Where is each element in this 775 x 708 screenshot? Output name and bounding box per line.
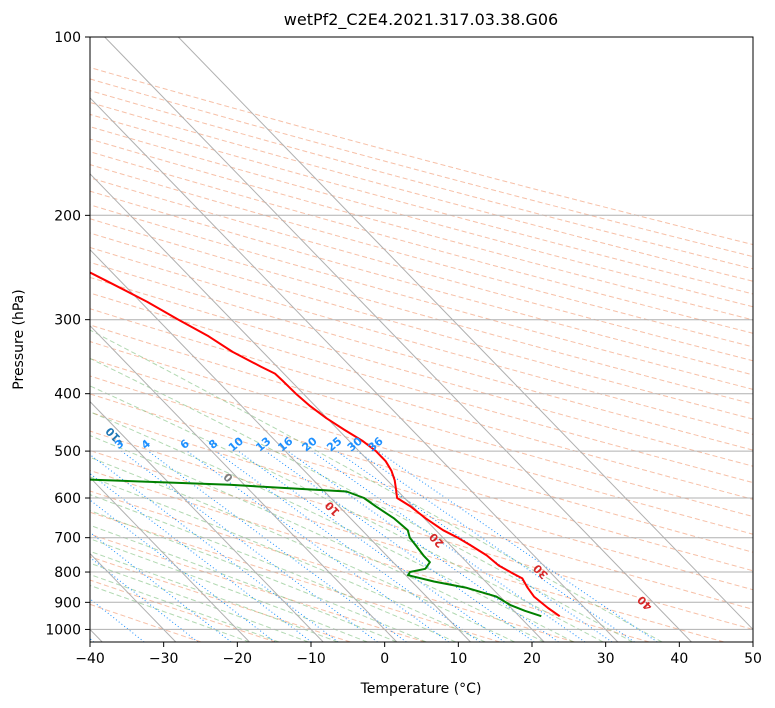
moist-adiabat-line <box>90 550 339 642</box>
y-tick-label: 800 <box>54 565 81 581</box>
y-tick-label: 400 <box>54 387 81 403</box>
dewpoint-profile <box>90 478 542 618</box>
mixing-ratio-line <box>90 454 339 642</box>
isotherm-line <box>90 97 619 642</box>
y-tick-label: 500 <box>54 444 81 460</box>
isotherm-line <box>90 324 398 642</box>
dry-adiabat-line <box>90 393 753 591</box>
moist-adiabat-line <box>90 357 633 642</box>
x-tick-label: 10 <box>449 651 467 667</box>
x-tick-label: −20 <box>223 651 253 667</box>
chart-title: wetPf2_C2E4.2021.317.03.38.G06 <box>284 10 558 30</box>
mixing-ratio-line <box>377 450 658 642</box>
isotherm-line <box>177 37 753 631</box>
moist-adiabat-line <box>90 494 456 642</box>
dry-adiabat-line <box>90 469 650 642</box>
dry-adiabat-line <box>90 556 351 642</box>
mixing-ratio-line <box>90 473 312 642</box>
temperature-profile <box>90 271 561 618</box>
mixing-ratio-line <box>215 450 480 642</box>
mixing-ratio-line <box>90 499 276 642</box>
moist-adiabat-line <box>90 385 604 642</box>
moist-adiabat-line <box>90 524 397 642</box>
moist-adiabats <box>90 329 663 642</box>
y-tick-label: 700 <box>54 531 81 547</box>
plot-frame <box>89 36 754 643</box>
x-tick-label: 0 <box>380 651 389 667</box>
sounding-profiles <box>90 271 561 618</box>
plot-area: -100-90-80-70-60-50-40-30-20-10010203040… <box>90 37 753 642</box>
isotherm-line <box>90 248 471 642</box>
moist-adiabat-line <box>90 562 309 642</box>
dry-adiabat-line <box>90 490 575 642</box>
isobar-grid <box>90 37 753 630</box>
mixing-ratio-line <box>336 450 613 642</box>
y-tick-label: 1000 <box>45 622 81 638</box>
x-tick-label: −10 <box>296 651 326 667</box>
moist-adiabat-line <box>90 476 486 642</box>
isotherm-grid <box>90 37 753 642</box>
mixing-ratio-line <box>147 450 407 642</box>
x-axis: −40 −30 −20 −10 0 10 20 30 40 50 <box>75 642 762 667</box>
y-tick-label: 300 <box>54 313 81 329</box>
mixing-ratio-line <box>186 450 449 642</box>
y-tick-label: 900 <box>54 595 81 611</box>
dry-adiabat-line <box>90 308 753 500</box>
x-tick-label: −40 <box>75 651 105 667</box>
y-tick-label: 200 <box>54 208 81 224</box>
isotherm-line <box>90 400 324 642</box>
y-axis: 100 200 300 400 500 600 700 800 900 1000 <box>45 30 90 638</box>
mixing-ratio-line <box>311 450 586 642</box>
mixing-ratio-lines <box>90 450 658 642</box>
x-tick-label: 50 <box>744 651 762 667</box>
x-tick-label: −30 <box>149 651 179 667</box>
x-axis-label: Temperature (°C) <box>360 681 482 697</box>
mixing-ratio-line <box>90 556 199 642</box>
isotherm-line <box>90 476 250 642</box>
isotherm-line <box>90 173 545 642</box>
isotherm-line <box>104 37 692 642</box>
dry-adiabat-line <box>90 341 753 535</box>
y-tick-label: 100 <box>54 30 81 46</box>
dry-adiabat-line <box>90 375 753 572</box>
x-tick-label: 40 <box>670 651 688 667</box>
y-tick-label: 600 <box>54 491 81 507</box>
moist-adiabat-line <box>90 411 574 642</box>
moist-adiabat-line <box>90 573 280 642</box>
x-tick-label: 20 <box>523 651 541 667</box>
y-axis-label: Pressure (hPa) <box>11 289 27 389</box>
x-tick-label: 30 <box>597 651 615 667</box>
moist-adiabat-line <box>90 456 515 642</box>
